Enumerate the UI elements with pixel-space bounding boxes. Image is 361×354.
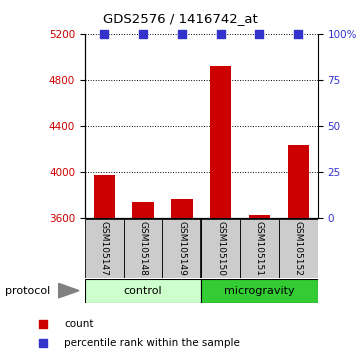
Bar [123,219,162,278]
Text: GSM105149: GSM105149 [177,221,186,276]
Text: protocol: protocol [5,286,51,296]
Text: count: count [64,319,93,329]
Point [101,31,107,36]
Bar [288,145,309,218]
Bar [85,279,201,303]
Text: GSM105151: GSM105151 [255,221,264,276]
Text: GDS2576 / 1416742_at: GDS2576 / 1416742_at [103,12,258,25]
Text: GSM105150: GSM105150 [216,221,225,276]
Text: GSM105152: GSM105152 [294,221,303,276]
Text: GSM105147: GSM105147 [100,221,109,276]
Text: percentile rank within the sample: percentile rank within the sample [64,338,240,348]
Point [218,31,223,36]
Bar [93,175,115,218]
Bar [171,199,192,218]
Bar [132,201,154,218]
Text: microgravity: microgravity [224,286,295,296]
Bar [210,66,231,218]
Point [40,321,45,327]
Bar [240,219,279,278]
Point [257,31,262,36]
Bar [162,219,201,278]
Text: control: control [124,286,162,296]
Bar [201,219,240,278]
Text: GSM105148: GSM105148 [139,221,148,276]
Point [140,31,146,36]
Point [295,31,301,36]
Polygon shape [58,284,79,298]
Point [40,341,45,346]
Bar [249,215,270,218]
Bar [279,219,318,278]
Bar [201,279,318,303]
Bar [85,219,123,278]
Point [179,31,185,36]
